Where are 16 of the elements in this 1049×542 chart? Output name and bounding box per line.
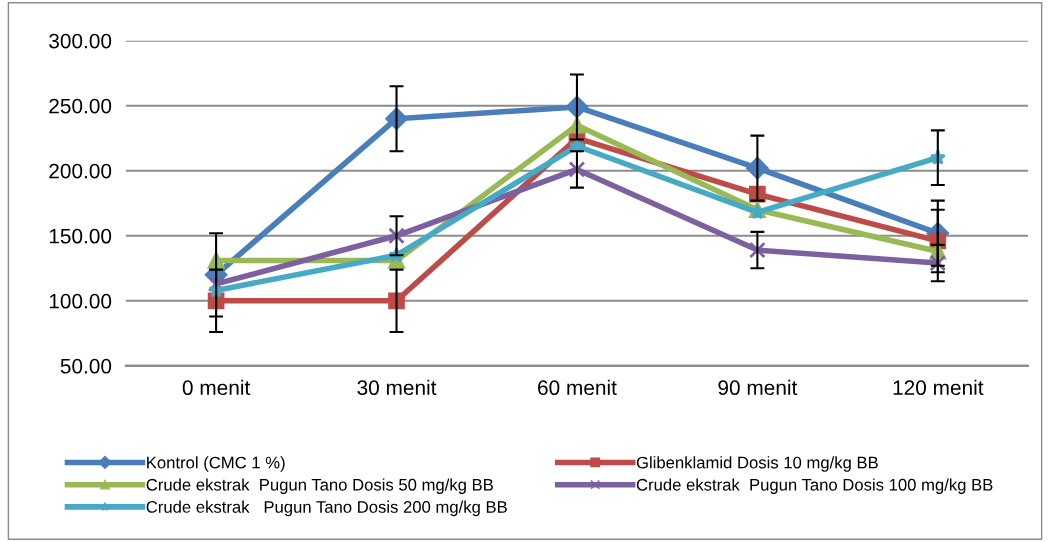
y-tick-label: 250.00 [49, 98, 112, 114]
legend-label: Crude ekstrak Pugun Tano Dosis 100 mg/kg BB [636, 478, 993, 494]
y-tick-label: 150.00 [49, 228, 112, 244]
y-tick-label: 100.00 [49, 293, 112, 309]
x-tick-label: 0 menit [182, 379, 251, 396]
x-tick-label: 120 menit [893, 379, 984, 396]
legend-label: Glibenklamid Dosis 10 mg/kg BB [636, 456, 878, 472]
legend-label: Kontrol (CMC 1 %) [147, 456, 285, 472]
legend-label: Crude ekstrak Pugun Tano Dosis 200 mg/kg BB [146, 500, 507, 517]
x-tick-label: 90 menit [718, 379, 798, 396]
legend-label: Crude ekstrak Pugun Tano Dosis 50 mg/kg BB [146, 478, 493, 494]
x-tick-label: 30 menit [357, 379, 437, 396]
y-tick-label: 300.00 [49, 33, 112, 49]
y-tick-label: 50.00 [60, 358, 112, 374]
x-tick-label: 60 menit [538, 379, 617, 396]
y-tick-label: 200.00 [49, 163, 112, 179]
